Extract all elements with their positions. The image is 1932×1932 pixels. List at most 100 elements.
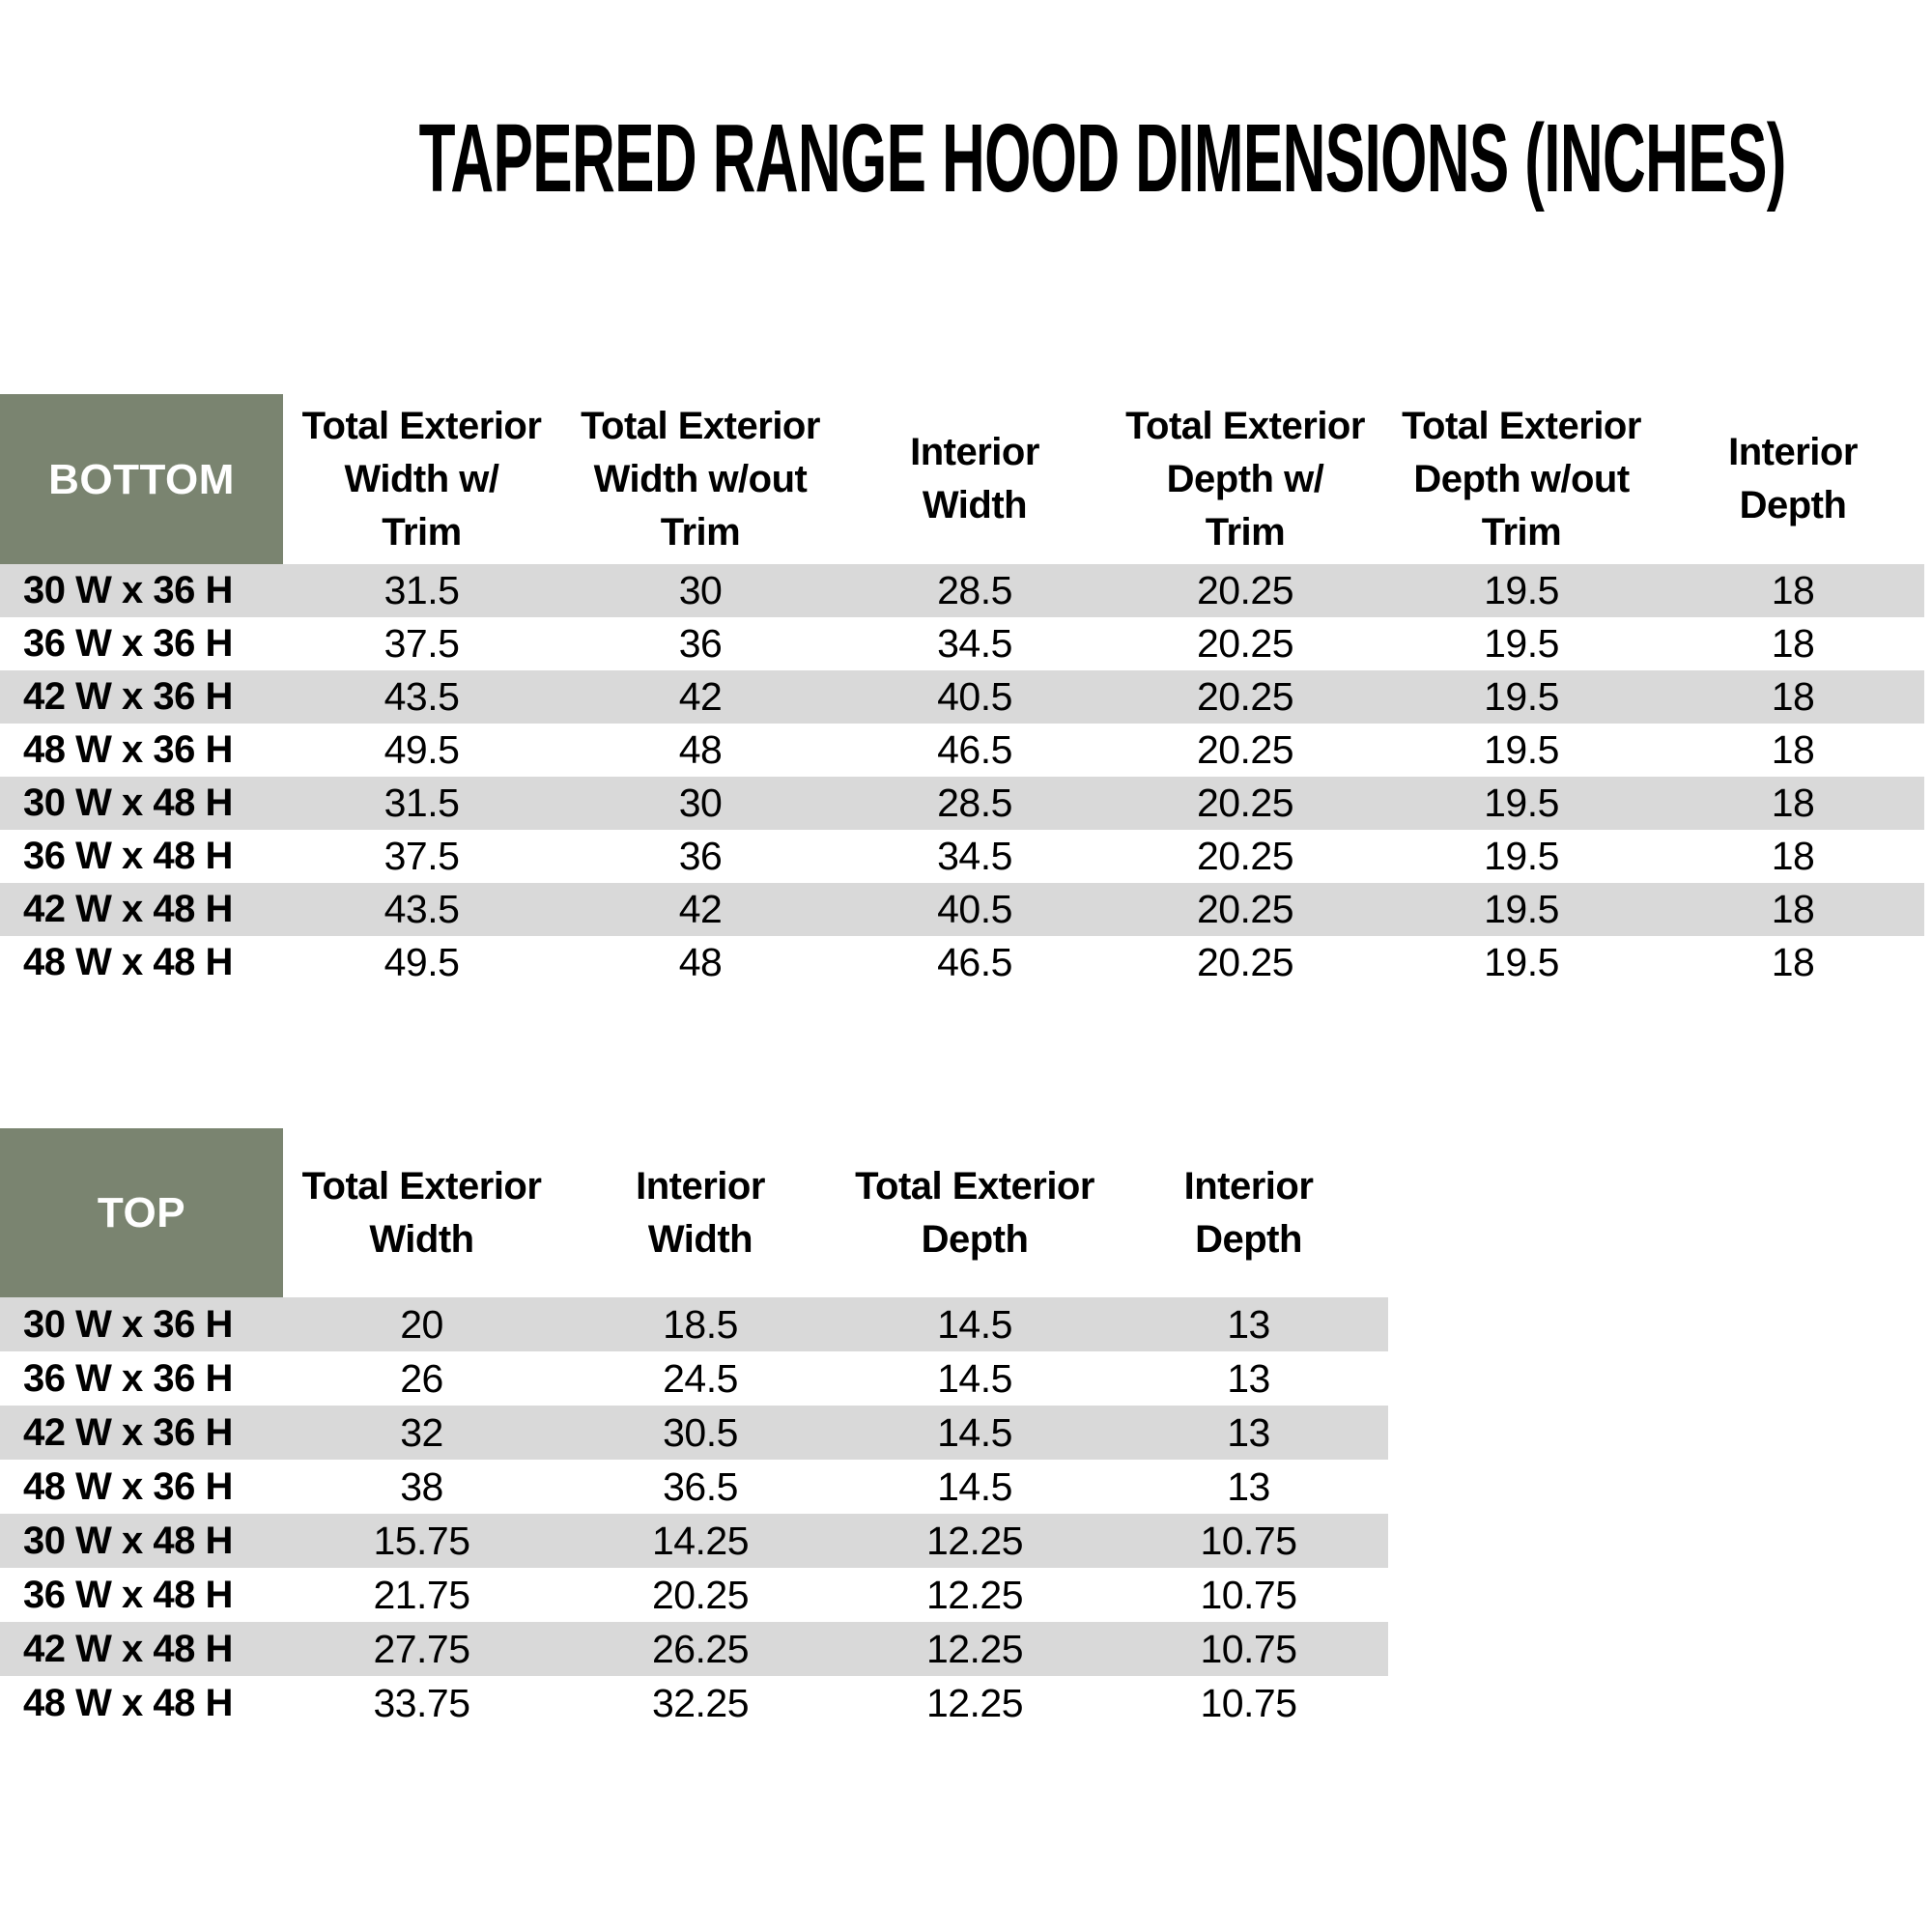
table-cell: 10.75 <box>1200 1626 1297 1671</box>
table-cell: 18 <box>1771 834 1815 878</box>
table-cell: 20.25 <box>651 1572 750 1617</box>
table-cell: 20.25 <box>1196 621 1294 666</box>
column-header-total-exterior-width: Total Exterior Width <box>301 1164 542 1261</box>
table-cell: 34.5 <box>937 621 1012 666</box>
table-cell: 36 <box>678 834 723 878</box>
table-cell: 19.5 <box>1484 781 1559 825</box>
table-cell: 14.5 <box>937 1355 1012 1401</box>
table-cell: 19.5 <box>1484 887 1559 931</box>
table-cell: 19.5 <box>1484 621 1559 666</box>
row-label: 42 W x 48 H <box>23 888 233 930</box>
table-cell: 20.25 <box>1196 568 1294 612</box>
table-cell: 30 <box>678 781 723 825</box>
table-row: 48 W x 48 H 33.75 32.25 12.25 10.75 <box>0 1676 1388 1730</box>
table-cell: 18 <box>1771 781 1815 825</box>
column-header-total-exterior-depth: Total Exterior Depth <box>855 1164 1094 1261</box>
table-cell: 34.5 <box>937 834 1012 878</box>
table-cell: 12.25 <box>925 1518 1024 1563</box>
table-cell: 10.75 <box>1200 1680 1297 1725</box>
table-cell: 31.5 <box>384 781 460 825</box>
table-row: 36 W x 48 H 37.5 36 34.5 20.25 19.5 18 <box>0 830 1924 883</box>
column-header-total-exterior-width-w-trim: Total Exterior Width w/ Trim <box>301 404 542 554</box>
table-cell: 43.5 <box>384 887 460 931</box>
row-label: 36 W x 36 H <box>23 622 233 665</box>
bottom-dimensions-table: BOTTOM Total Exterior Width w/ Trim Tota… <box>0 394 1924 989</box>
table-cell: 36.5 <box>663 1463 738 1509</box>
table-row: 42 W x 36 H 32 30.5 14.5 13 <box>0 1406 1388 1460</box>
table-cell: 20.25 <box>1196 887 1294 931</box>
top-dimensions-table: TOP Total Exterior Width Interior Width … <box>0 1128 1388 1730</box>
table-cell: 37.5 <box>384 834 460 878</box>
row-label: 36 W x 48 H <box>23 1573 233 1616</box>
table-cell: 36 <box>678 621 723 666</box>
table-row: 36 W x 48 H 21.75 20.25 12.25 10.75 <box>0 1568 1388 1622</box>
table-cell: 18 <box>1771 568 1815 612</box>
table-cell: 19.5 <box>1484 568 1559 612</box>
row-label: 36 W x 36 H <box>23 1356 233 1400</box>
table-cell: 33.75 <box>373 1680 470 1725</box>
table-cell: 30 <box>678 568 723 612</box>
table-cell: 18 <box>1771 887 1815 931</box>
table-cell: 46.5 <box>937 940 1012 984</box>
row-label: 48 W x 36 H <box>23 1464 233 1508</box>
top-header-row: TOP Total Exterior Width Interior Width … <box>0 1128 1388 1297</box>
title-area: TAPERED RANGE HOOD DIMENSIONS (INCHES) <box>0 108 1787 209</box>
table-cell: 40.5 <box>937 887 1012 931</box>
table-cell: 10.75 <box>1200 1572 1297 1617</box>
table-row: 48 W x 36 H 38 36.5 14.5 13 <box>0 1460 1388 1514</box>
table-cell: 48 <box>678 940 723 984</box>
table-row: 30 W x 48 H 31.5 30 28.5 20.25 19.5 18 <box>0 777 1924 830</box>
row-label: 42 W x 48 H <box>23 1627 233 1670</box>
table-cell: 20.25 <box>1196 674 1294 719</box>
table-row: 30 W x 36 H 20 18.5 14.5 13 <box>0 1297 1388 1351</box>
row-label: 42 W x 36 H <box>23 1410 233 1454</box>
table-row: 42 W x 48 H 27.75 26.25 12.25 10.75 <box>0 1622 1388 1676</box>
column-header-total-exterior-width-wout-trim: Total Exterior Width w/out Trim <box>581 404 820 554</box>
table-cell: 15.75 <box>373 1518 470 1563</box>
table-cell: 24.5 <box>663 1355 738 1401</box>
column-header-interior-depth: Interior Depth <box>1183 1164 1314 1261</box>
table-cell: 31.5 <box>384 568 460 612</box>
table-cell: 14.25 <box>651 1518 750 1563</box>
table-row: 42 W x 48 H 43.5 42 40.5 20.25 19.5 18 <box>0 883 1924 936</box>
bottom-header-row: BOTTOM Total Exterior Width w/ Trim Tota… <box>0 394 1924 564</box>
row-label: 42 W x 36 H <box>23 675 233 718</box>
table-row: 48 W x 48 H 49.5 48 46.5 20.25 19.5 18 <box>0 936 1924 989</box>
table-cell: 49.5 <box>384 727 460 772</box>
row-label: 48 W x 36 H <box>23 728 233 771</box>
table-cell: 13 <box>1227 1355 1270 1401</box>
bottom-corner-cell: BOTTOM <box>0 394 283 564</box>
table-cell: 19.5 <box>1484 727 1559 772</box>
table-cell: 19.5 <box>1484 834 1559 878</box>
row-label: 30 W x 48 H <box>23 1519 233 1562</box>
table-cell: 26 <box>400 1355 443 1401</box>
table-cell: 42 <box>678 887 723 931</box>
table-cell: 20 <box>400 1301 443 1347</box>
table-cell: 28.5 <box>937 781 1012 825</box>
column-header-interior-depth: Interior Depth <box>1728 431 1858 526</box>
table-cell: 19.5 <box>1484 940 1559 984</box>
row-label: 30 W x 36 H <box>23 1302 233 1346</box>
table-cell: 18.5 <box>663 1301 738 1347</box>
table-cell: 18 <box>1771 674 1815 719</box>
table-cell: 20.25 <box>1196 940 1294 984</box>
table-row: 36 W x 36 H 26 24.5 14.5 13 <box>0 1351 1388 1406</box>
page-title: TAPERED RANGE HOOD DIMENSIONS (INCHES) <box>418 104 1787 213</box>
table-cell: 13 <box>1227 1301 1270 1347</box>
table-row: 30 W x 36 H 31.5 30 28.5 20.25 19.5 18 <box>0 564 1924 617</box>
table-cell: 18 <box>1771 621 1815 666</box>
table-row: 30 W x 48 H 15.75 14.25 12.25 10.75 <box>0 1514 1388 1568</box>
column-header-total-exterior-depth-w-trim: Total Exterior Depth w/ Trim <box>1125 404 1365 554</box>
table-cell: 49.5 <box>384 940 460 984</box>
table-row: 42 W x 36 H 43.5 42 40.5 20.25 19.5 18 <box>0 670 1924 724</box>
table-cell: 30.5 <box>663 1409 738 1455</box>
table-cell: 43.5 <box>384 674 460 719</box>
table-cell: 48 <box>678 727 723 772</box>
row-label: 30 W x 36 H <box>23 569 233 611</box>
table-cell: 12.25 <box>925 1626 1024 1671</box>
top-corner-cell: TOP <box>0 1128 283 1297</box>
table-cell: 12.25 <box>925 1572 1024 1617</box>
table-row: 48 W x 36 H 49.5 48 46.5 20.25 19.5 18 <box>0 724 1924 777</box>
table-cell: 20.25 <box>1196 781 1294 825</box>
table-cell: 14.5 <box>937 1463 1012 1509</box>
